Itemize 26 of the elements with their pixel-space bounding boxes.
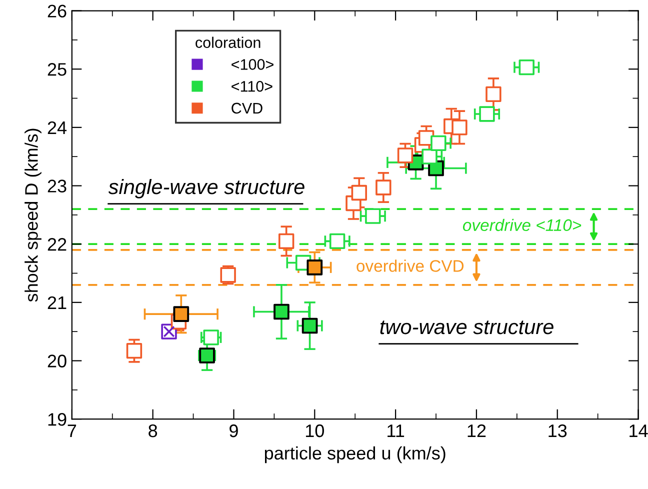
y-axis-title: shock speed D (km/s) (24, 128, 42, 302)
y-tick-label: 26 (48, 4, 66, 18)
y-tick-label: 21 (48, 296, 66, 309)
annotation: single-wave structure (108, 178, 304, 198)
annotation: two-wave structure (380, 320, 554, 334)
y-tick-label: 20 (48, 354, 66, 368)
y-tick-label: 23 (48, 180, 66, 192)
x-tick-label: 14 (630, 424, 648, 438)
x-tick-label: 9 (230, 424, 238, 438)
x-tick-label: 7 (68, 424, 76, 438)
x-tick-label: 11 (388, 424, 404, 438)
legend-label: <110> (232, 80, 272, 92)
x-axis-title: particle speed u (km/s) (264, 446, 446, 464)
x-tick-label: 13 (548, 424, 567, 438)
legend-title: coloration (196, 36, 260, 48)
x-tick-label: 8 (148, 424, 158, 438)
legend-label: <100> (232, 59, 274, 70)
y-tick-label: 24 (48, 121, 67, 134)
x-tick-label: 12 (468, 424, 486, 438)
y-tick-label: 25 (48, 63, 66, 76)
legend-label: CVD (232, 102, 262, 114)
x-tick-label: 10 (306, 424, 324, 438)
ref-line-label: overdrive <110> (462, 218, 582, 232)
y-tick-label: 19 (48, 413, 66, 426)
ref-line-label: overdrive CVD (356, 260, 464, 272)
y-tick-label: 22 (48, 238, 66, 251)
